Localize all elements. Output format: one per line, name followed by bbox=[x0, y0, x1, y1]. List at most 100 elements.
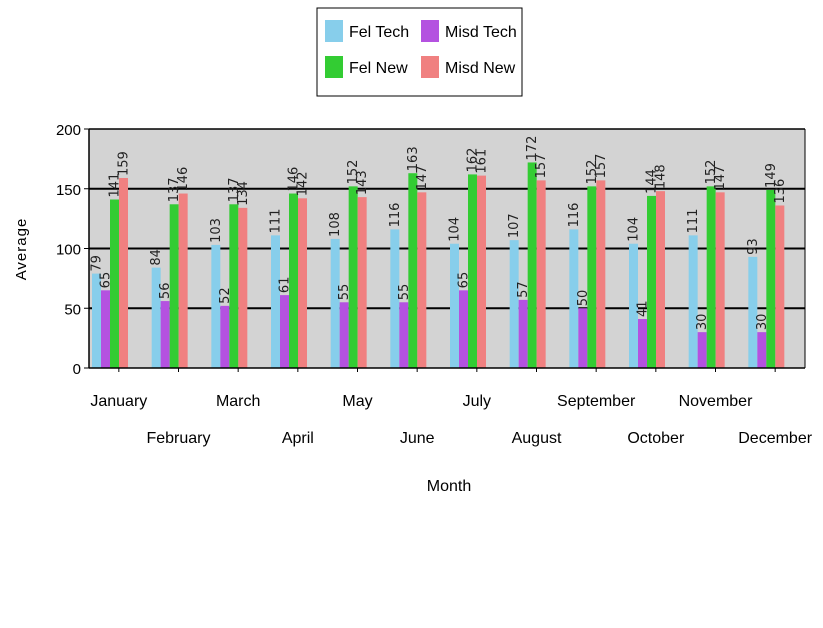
bar bbox=[578, 308, 588, 368]
bar bbox=[706, 186, 716, 368]
bar bbox=[330, 238, 340, 368]
bar-value-label: 65 bbox=[457, 272, 472, 289]
bar-value-label: 104 bbox=[448, 217, 463, 242]
bar-value-label: 147 bbox=[415, 166, 430, 191]
bar bbox=[775, 205, 785, 368]
bar-value-label: 148 bbox=[654, 164, 669, 189]
bar-value-label: 61 bbox=[278, 277, 293, 294]
bar bbox=[536, 180, 546, 368]
bar-value-label: 30 bbox=[695, 314, 710, 331]
bar-value-label: 144 bbox=[645, 169, 660, 194]
x-tick-label: August bbox=[512, 430, 562, 447]
legend-label: Fel New bbox=[349, 60, 408, 77]
bar bbox=[688, 235, 698, 368]
bar bbox=[348, 186, 358, 368]
bar-value-label: 103 bbox=[209, 218, 224, 243]
bar bbox=[468, 174, 477, 368]
x-tick-label: June bbox=[400, 430, 435, 447]
bar bbox=[92, 273, 101, 368]
x-tick-label: March bbox=[216, 393, 260, 410]
y-tick-label: 200 bbox=[56, 122, 81, 139]
bar bbox=[119, 177, 128, 368]
bar bbox=[399, 302, 409, 368]
bar-value-label: 93 bbox=[746, 238, 761, 255]
legend-swatch bbox=[421, 20, 439, 42]
bar-value-label: 163 bbox=[406, 146, 421, 171]
x-axis-label: Month bbox=[427, 478, 471, 495]
x-tick-label: February bbox=[146, 430, 210, 447]
bar bbox=[417, 192, 427, 368]
bar bbox=[629, 243, 638, 368]
x-tick-label: July bbox=[463, 393, 491, 410]
bar-value-label: 108 bbox=[328, 212, 343, 237]
bar-value-label: 116 bbox=[388, 203, 403, 228]
bar bbox=[339, 302, 349, 368]
bar-value-label: 52 bbox=[218, 287, 233, 304]
bar bbox=[527, 162, 537, 368]
bar-value-label: 55 bbox=[397, 284, 412, 301]
bar-value-label: 141 bbox=[108, 173, 123, 198]
bar bbox=[656, 191, 665, 368]
y-tick-label: 50 bbox=[64, 301, 81, 318]
bar bbox=[101, 290, 110, 368]
bar-value-label: 84 bbox=[149, 249, 164, 266]
legend: Fel Tech Misd Tech Fel New Misd New bbox=[316, 7, 523, 97]
bar bbox=[357, 197, 367, 368]
bar-value-label: 79 bbox=[90, 255, 105, 272]
bar-value-label: 107 bbox=[507, 213, 522, 238]
bar-value-label: 116 bbox=[567, 203, 582, 228]
bar-value-label: 147 bbox=[713, 166, 728, 191]
bar-value-label: 152 bbox=[585, 160, 600, 185]
bar bbox=[748, 256, 758, 368]
bar-value-label: 65 bbox=[99, 272, 114, 289]
bar-value-label: 55 bbox=[337, 284, 352, 301]
x-tick-label: October bbox=[627, 430, 685, 447]
bar-value-label: 149 bbox=[764, 163, 779, 188]
bar-value-label: 157 bbox=[534, 154, 549, 179]
bar-value-label: 137 bbox=[227, 177, 242, 202]
x-tick-label: November bbox=[679, 393, 753, 410]
bar-value-label: 152 bbox=[704, 160, 719, 185]
bar bbox=[647, 195, 656, 368]
bar bbox=[408, 173, 418, 368]
bar-value-label: 111 bbox=[269, 209, 284, 234]
bar bbox=[238, 207, 248, 368]
bar bbox=[509, 240, 519, 368]
bar bbox=[587, 186, 597, 368]
x-tick-label: January bbox=[90, 393, 147, 410]
bar-value-label: 157 bbox=[594, 154, 609, 179]
bar bbox=[160, 301, 170, 368]
bar-value-label: 146 bbox=[176, 167, 191, 192]
x-tick-label: December bbox=[738, 430, 812, 447]
y-tick-label: 150 bbox=[56, 182, 81, 199]
x-tick-label: May bbox=[342, 393, 372, 410]
bar bbox=[697, 332, 707, 368]
bar bbox=[229, 204, 239, 368]
bar-value-label: 159 bbox=[117, 151, 132, 176]
bar-value-label: 143 bbox=[355, 170, 370, 195]
legend-swatch bbox=[325, 20, 343, 42]
bar bbox=[715, 192, 725, 368]
bar bbox=[450, 243, 459, 368]
bar-value-label: 137 bbox=[167, 177, 182, 202]
bar-value-label: 152 bbox=[346, 160, 361, 185]
bar bbox=[638, 319, 647, 368]
bar bbox=[766, 189, 776, 368]
bar-value-label: 142 bbox=[296, 171, 311, 196]
bar bbox=[390, 229, 400, 368]
bar bbox=[569, 229, 579, 368]
bar bbox=[757, 332, 767, 368]
bar bbox=[169, 204, 179, 368]
bar bbox=[211, 244, 221, 368]
bar bbox=[220, 305, 230, 368]
bar-value-label: 172 bbox=[525, 136, 540, 161]
x-tick-label: September bbox=[557, 393, 636, 410]
bar bbox=[518, 299, 528, 368]
bar-value-label: 56 bbox=[158, 283, 173, 300]
bar-value-label: 50 bbox=[576, 290, 591, 307]
y-tick-label: 0 bbox=[73, 361, 81, 378]
bar bbox=[477, 175, 486, 368]
y-tick-label: 100 bbox=[56, 242, 81, 259]
bar-value-label: 111 bbox=[686, 209, 701, 234]
